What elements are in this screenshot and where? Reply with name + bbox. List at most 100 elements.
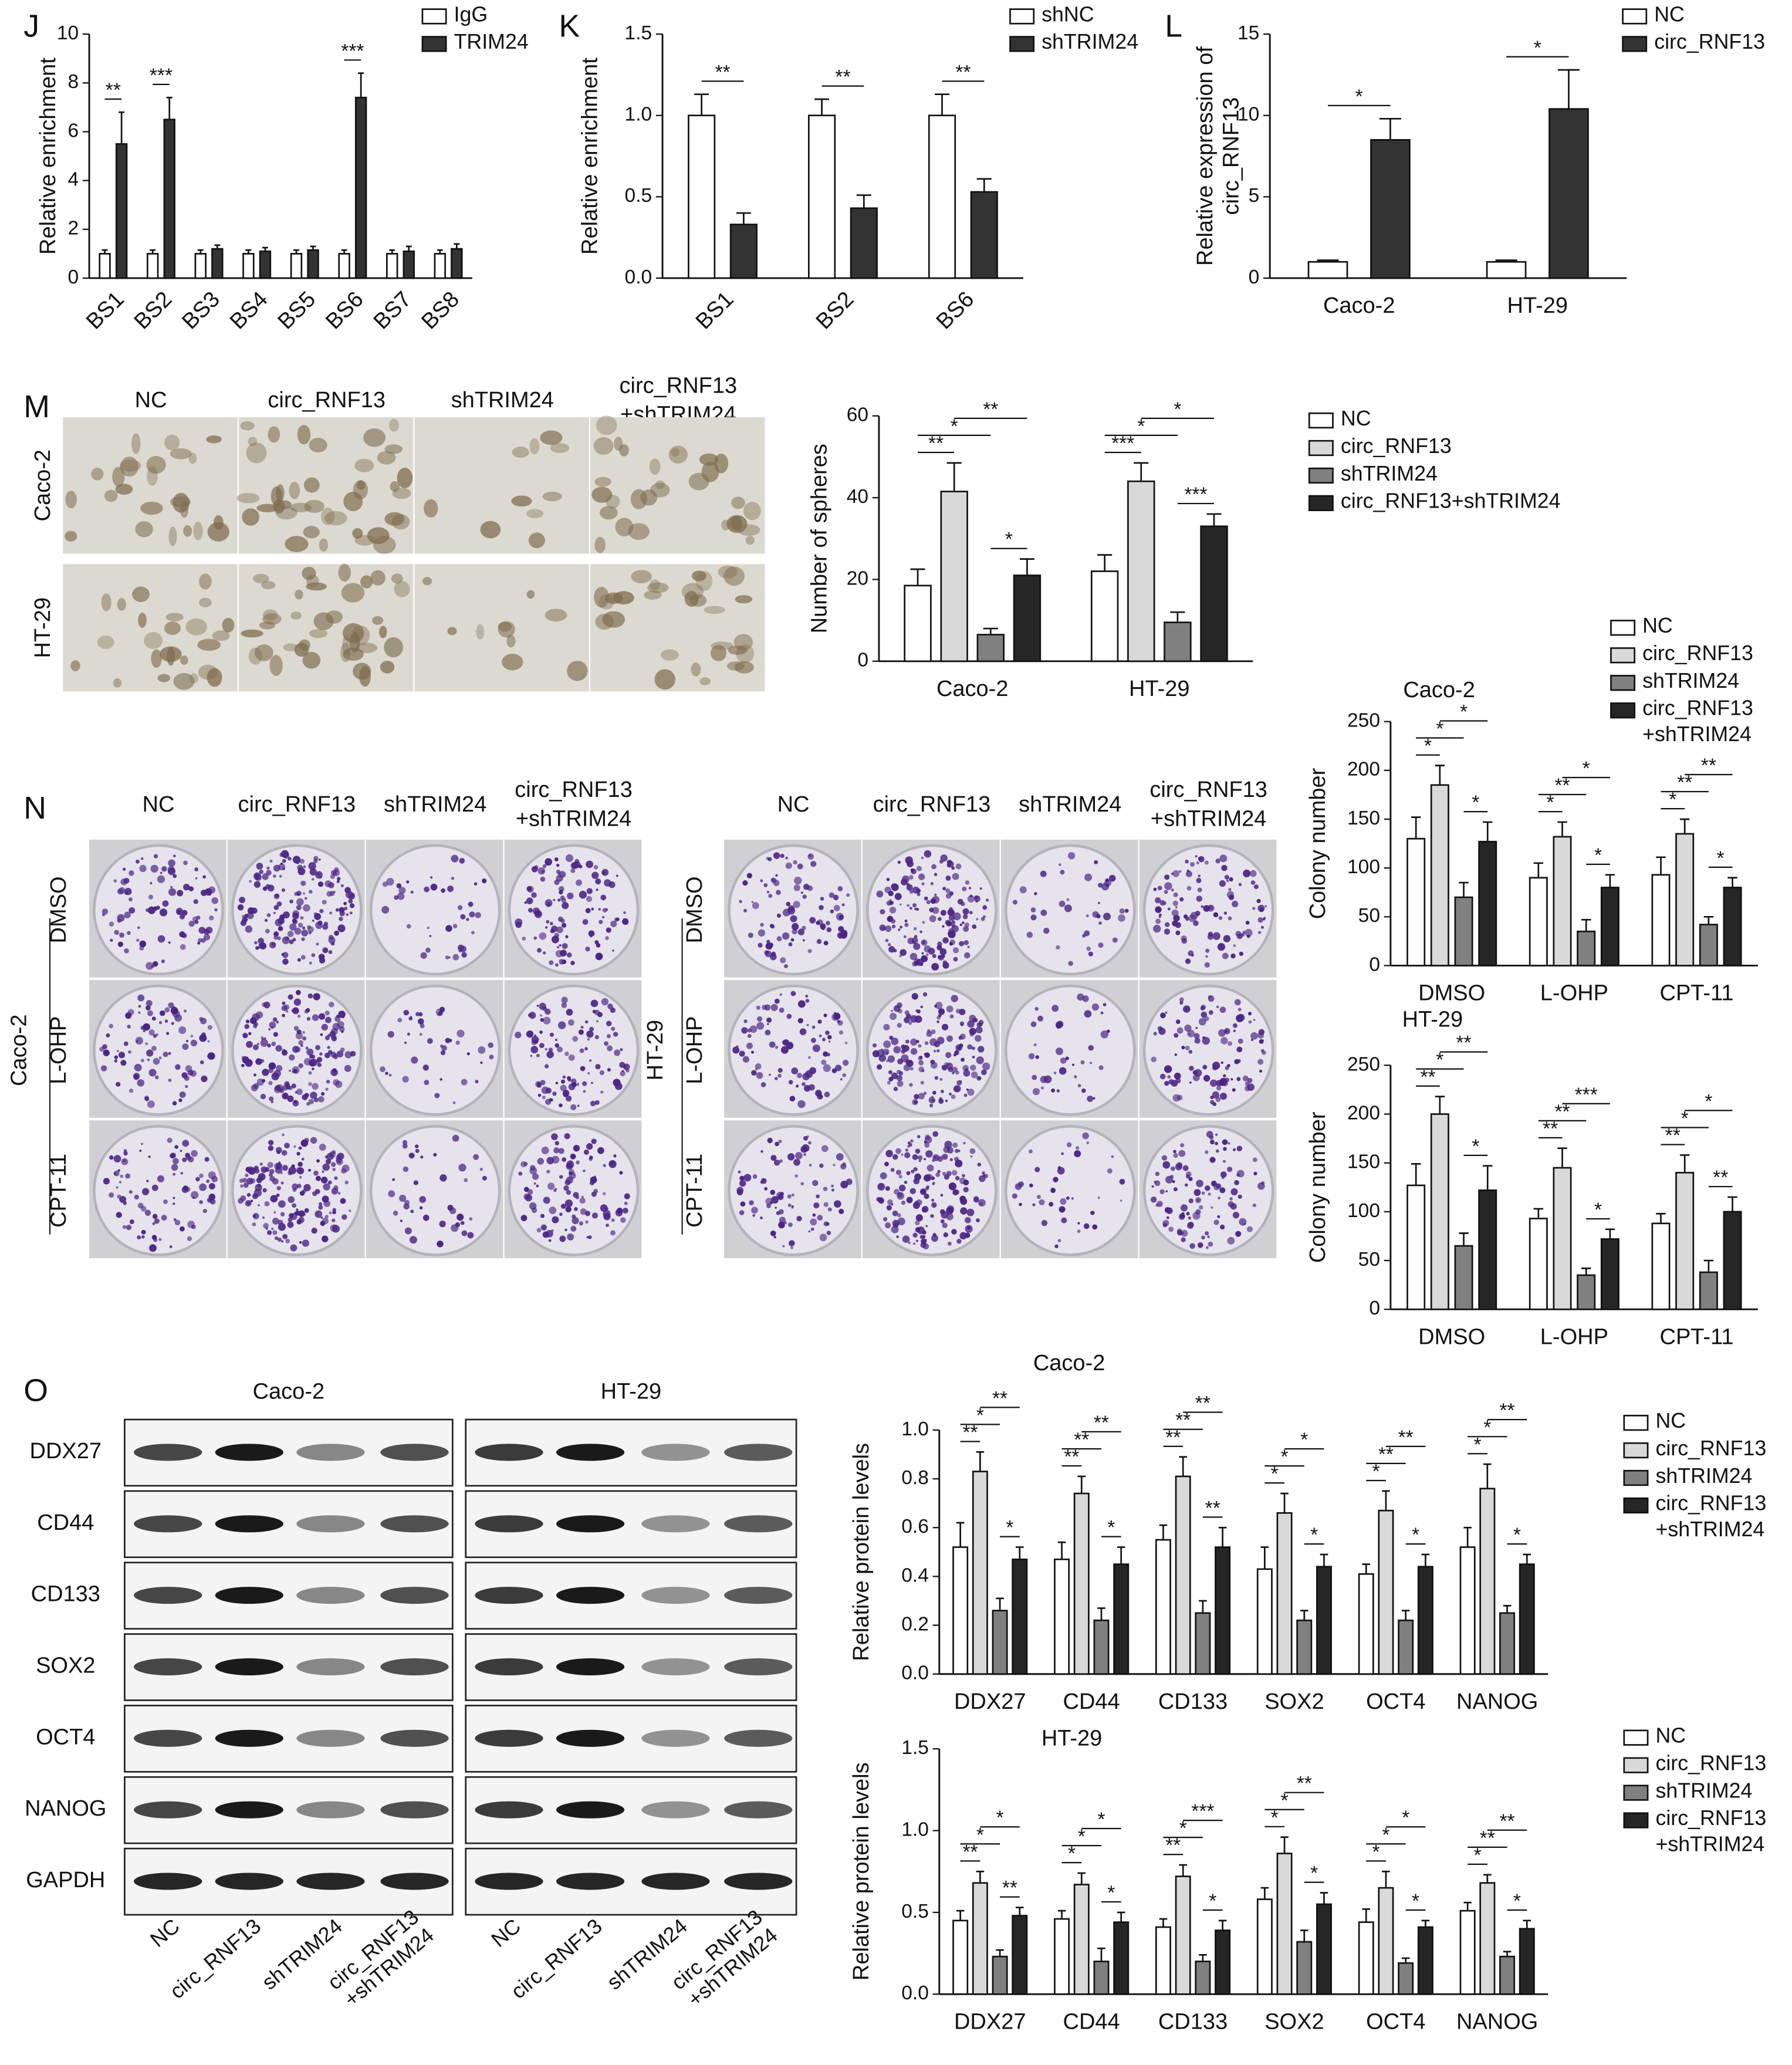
- x-tick-label: SOX2: [1264, 1689, 1324, 1714]
- error-bar: [1077, 1872, 1086, 1885]
- colony: [272, 1218, 279, 1225]
- sphere: [710, 645, 727, 661]
- colony: [736, 1187, 744, 1194]
- error-bar: [1218, 1526, 1227, 1547]
- colony: [275, 893, 279, 898]
- colony: [445, 955, 449, 959]
- colony: [1155, 1204, 1159, 1207]
- colony: [1188, 1216, 1191, 1220]
- colony: [942, 925, 945, 928]
- sphere: [377, 451, 396, 465]
- sphere: [743, 502, 761, 521]
- colony: [624, 1201, 628, 1205]
- colony: [808, 1141, 812, 1145]
- sig-label: *: [1460, 701, 1468, 723]
- bar: [1478, 1189, 1497, 1310]
- colony: [293, 1145, 296, 1148]
- colony: [1080, 1060, 1085, 1064]
- sig-label: **: [1677, 772, 1692, 794]
- colony: [460, 914, 466, 920]
- colony: [537, 1093, 542, 1097]
- band: [134, 1515, 202, 1533]
- colony: [187, 1236, 192, 1242]
- colony: [909, 890, 914, 894]
- colony: [821, 927, 825, 931]
- colony: [315, 1210, 323, 1218]
- colony: [479, 1168, 483, 1171]
- sphere: [199, 597, 212, 607]
- colony: [1029, 1183, 1033, 1188]
- colony: [281, 953, 285, 957]
- colony: [1171, 909, 1179, 917]
- colony: [788, 942, 793, 947]
- colony: [913, 927, 917, 931]
- colony: [893, 1046, 901, 1054]
- colony: [296, 860, 300, 864]
- protein-label: DDX27: [30, 1439, 102, 1464]
- bar: [99, 253, 111, 279]
- colony: [1056, 1020, 1064, 1028]
- colony: [773, 1236, 776, 1239]
- colony: [1026, 931, 1033, 938]
- band: [296, 1801, 365, 1819]
- sphere: [295, 589, 303, 600]
- colony: [323, 921, 329, 926]
- colony: [747, 1028, 752, 1033]
- colony: [1185, 1045, 1190, 1050]
- colony: [587, 1037, 590, 1041]
- colony: [1086, 946, 1091, 951]
- colony: [182, 1140, 190, 1147]
- colony: [170, 1153, 175, 1159]
- colony: [1208, 1241, 1213, 1247]
- colony: [251, 1084, 258, 1091]
- colony: [201, 1075, 208, 1083]
- error-bar: [150, 249, 156, 254]
- colony: [1247, 1077, 1253, 1083]
- colony: [620, 1217, 626, 1223]
- colony: [398, 887, 406, 894]
- colony: [482, 1175, 487, 1181]
- colony: [568, 1054, 575, 1061]
- bar: [259, 250, 272, 279]
- colony: [794, 1174, 799, 1178]
- band: [296, 1873, 365, 1890]
- sphere: [242, 508, 259, 526]
- colony: [527, 886, 534, 893]
- sphere: [302, 651, 321, 669]
- colony: [770, 1003, 778, 1011]
- colony: [1075, 1146, 1080, 1150]
- colony: [537, 1158, 545, 1165]
- colony: [566, 1189, 572, 1195]
- colony: [525, 1194, 533, 1202]
- colony: [1215, 859, 1220, 864]
- error-bar: [1379, 117, 1401, 140]
- colony: [1262, 918, 1266, 921]
- colony: [929, 1038, 938, 1046]
- colony: [586, 860, 593, 868]
- colony: [1165, 1175, 1174, 1184]
- colony: [407, 1032, 411, 1036]
- colony: [292, 910, 299, 917]
- colony: [404, 1227, 412, 1235]
- colony: [598, 908, 601, 911]
- legend-label: circ_RNF13: [1642, 641, 1753, 665]
- colony: [424, 1080, 430, 1086]
- sphere: [384, 637, 404, 658]
- colony: [127, 1025, 131, 1029]
- sphere: [389, 418, 399, 432]
- colony: [905, 1039, 909, 1044]
- colony: [318, 1205, 323, 1210]
- colony: [809, 1164, 812, 1167]
- colony: [299, 859, 305, 864]
- colony: [837, 932, 844, 939]
- colony: [1188, 1198, 1193, 1204]
- colony: [833, 1164, 836, 1167]
- colony: [137, 994, 145, 1002]
- colony: [202, 1209, 207, 1214]
- colony: [948, 930, 956, 938]
- colony: [207, 1198, 212, 1203]
- colony: [461, 1230, 468, 1236]
- colony: [1165, 1011, 1168, 1014]
- sphere: [132, 586, 150, 602]
- colony: [945, 1052, 952, 1059]
